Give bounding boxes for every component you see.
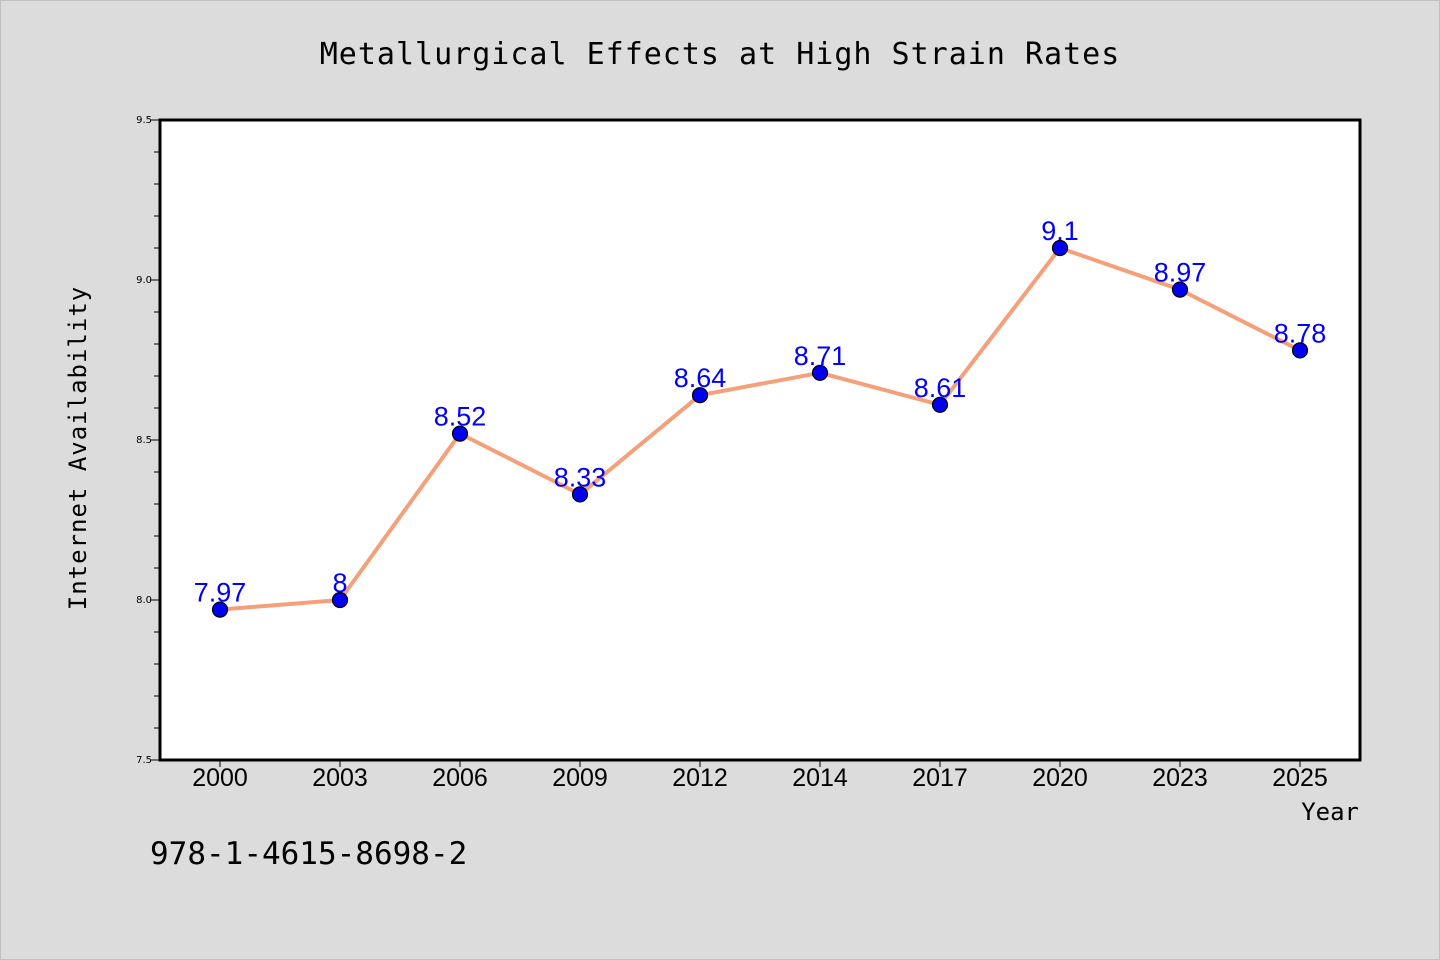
data-label: 8.61 — [914, 373, 967, 403]
y-tick-label: 8.5 — [136, 435, 152, 446]
y-axis: 7.5 8.0 8.5 9.0 9.5 — [136, 115, 160, 766]
plot-area — [158, 118, 1362, 762]
data-point — [451, 425, 469, 442]
x-tick-label: 2017 — [912, 764, 968, 792]
data-label: 8.78 — [1274, 318, 1327, 348]
data-point — [571, 486, 589, 503]
x-axis: 2000 2003 2006 2009 2012 2014 2017 2020 2023 2025 — [192, 760, 1328, 792]
y-axis-label: Internet Availability — [64, 286, 92, 610]
x-tick-label: 2006 — [432, 764, 488, 792]
data-point — [1291, 342, 1309, 359]
y-tick-label: 9.5 — [136, 115, 152, 126]
data-point — [811, 364, 829, 381]
y-tick-label: 9.0 — [136, 275, 152, 286]
data-label: 8.52 — [434, 402, 487, 432]
x-tick-label: 2025 — [1272, 764, 1328, 792]
data-label: 8.64 — [674, 363, 727, 393]
data-label: 8 — [332, 568, 347, 598]
data-label: 9.1 — [1041, 216, 1079, 246]
x-axis-label: Year — [1301, 798, 1359, 826]
data-point — [691, 387, 709, 404]
x-tick-label: 2023 — [1152, 764, 1208, 792]
y-tick-label: 8.0 — [136, 595, 152, 606]
x-tick-label: 2000 — [192, 764, 248, 792]
data-label: 7.97 — [194, 578, 247, 608]
chart-title: Metallurgical Effects at High Strain Rat… — [320, 37, 1121, 72]
footer-isbn: 978-1-4615-8698-2 — [150, 836, 467, 872]
data-point — [211, 601, 229, 618]
data-label: 8.97 — [1154, 258, 1207, 288]
x-tick-label: 2020 — [1032, 764, 1088, 792]
x-tick-label: 2014 — [792, 764, 848, 792]
series-layer: 7.97 8 8.52 8.33 8.64 8.71 8.61 9.1 8.97 8.78 — [194, 216, 1327, 618]
y-tick-label: 7.5 — [136, 755, 152, 766]
x-tick-label: 2003 — [312, 764, 368, 792]
data-label: 8.71 — [794, 341, 847, 371]
series-line — [218, 246, 1302, 612]
data-point — [931, 396, 949, 413]
x-tick-label: 2012 — [672, 764, 728, 792]
data-label: 8.33 — [554, 462, 607, 492]
x-tick-label: 2009 — [552, 764, 608, 792]
data-point — [1171, 281, 1189, 298]
data-point — [331, 591, 349, 609]
data-point — [1051, 239, 1069, 257]
